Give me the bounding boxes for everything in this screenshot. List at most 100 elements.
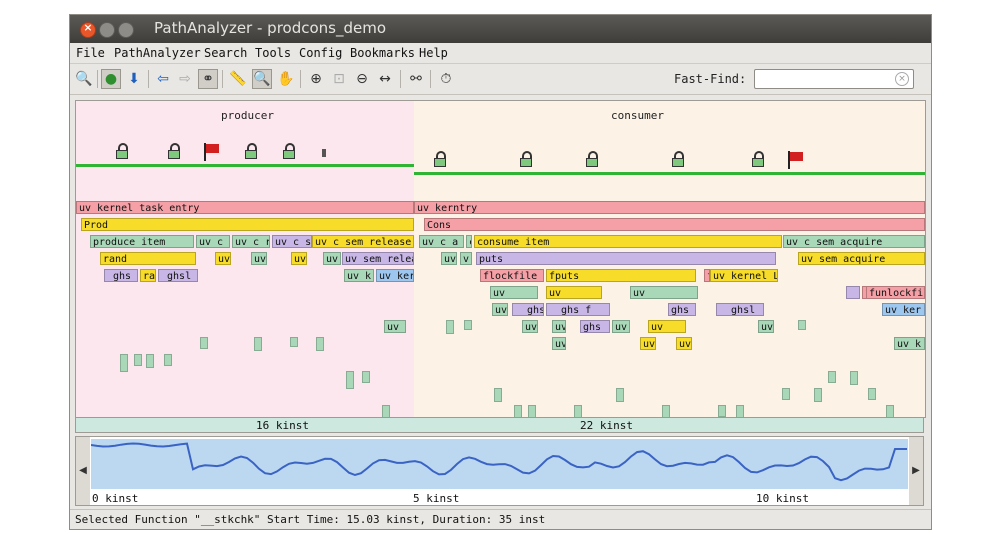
function-bar[interactable]: __ghsl [716,303,764,316]
zoom-box-icon[interactable]: ⊡ [333,71,345,87]
lock-icon[interactable] [672,151,684,167]
call-stub[interactable] [464,320,472,330]
zoom-to-fit-icon[interactable]: 🔍 [75,71,93,87]
lock-icon[interactable] [116,143,128,159]
call-stub[interactable] [574,405,582,417]
function-bar[interactable]: _ghs [104,269,138,282]
call-stub[interactable] [850,371,858,385]
function-bar[interactable]: funlockfile [704,269,710,282]
flag-icon[interactable] [788,151,804,169]
call-stub[interactable] [362,371,370,383]
call-stub[interactable] [134,354,142,366]
function-bar[interactable]: uv_c_sem_acquire [783,235,925,248]
back-arrow-icon[interactable]: ⇦ [157,71,169,87]
function-bar[interactable]: uv_c [492,303,508,316]
timeline-view[interactable]: producer consumer uv_kernel_task_entry uv… [75,100,926,418]
function-bar[interactable]: uv [215,252,231,265]
timer-icon[interactable]: ⏱ [440,71,452,87]
function-bar[interactable]: uv [648,320,686,333]
function-bar[interactable]: c [466,235,472,248]
clear-icon[interactable]: × [895,72,909,86]
function-bar[interactable]: uv [490,286,538,299]
function-bar[interactable]: consume_item [474,235,782,248]
overview-panel[interactable]: ◀ ▶ 0 kinst 5 kinst 10 kinst [75,436,924,506]
call-stub[interactable] [200,337,208,349]
zoom-out-icon[interactable]: ⊖ [356,71,368,87]
call-stub[interactable] [146,354,154,368]
menu-config[interactable]: Config [299,46,343,60]
function-bar[interactable]: ra [140,269,156,282]
maximize-button[interactable] [118,22,134,38]
function-bar[interactable]: uv [552,320,566,333]
event-marker[interactable] [322,149,326,157]
minimize-button[interactable] [99,22,115,38]
ruler-icon[interactable]: 📏 [229,71,247,87]
call-stub[interactable] [736,405,744,417]
function-bar[interactable]: Cons [424,218,925,231]
lock-icon[interactable] [752,151,764,167]
call-stub[interactable] [290,337,298,347]
function-bar[interactable]: uv [291,252,307,265]
function-bar[interactable]: puts [476,252,776,265]
function-bar[interactable]: uv_c_s [272,235,312,248]
flag-icon[interactable] [204,143,220,161]
function-bar[interactable]: uv_ker [882,303,925,316]
function-bar[interactable]: uv_c_r [232,235,270,248]
function-bar[interactable]: __ghs [512,303,544,316]
binoculars-icon[interactable]: ⚯ [410,71,422,87]
function-bar[interactable]: uv [552,337,566,350]
function-bar[interactable]: uv_k [344,269,374,282]
call-stub[interactable] [316,337,324,351]
call-stub[interactable] [616,388,624,402]
call-stub[interactable] [164,354,172,366]
call-stub[interactable] [254,337,262,351]
call-stub[interactable] [446,320,454,334]
call-stub[interactable] [382,405,390,417]
call-stub[interactable] [718,405,726,417]
function-bar[interactable]: __ghs_f [546,303,610,316]
scroll-left-icon[interactable]: ◀ [76,437,90,505]
function-bar[interactable]: flockfile [480,269,544,282]
function-bar[interactable]: _ghsl [158,269,198,282]
function-bar[interactable]: uv [522,320,538,333]
fast-find-input[interactable]: × [754,69,914,89]
down-arrow-icon[interactable]: ⬇ [128,71,140,87]
call-stub[interactable] [494,388,502,402]
function-bar[interactable]: ghs_f [668,303,696,316]
call-stub[interactable] [782,388,790,400]
lock-icon[interactable] [586,151,598,167]
lock-icon[interactable] [283,143,295,159]
menu-file[interactable]: File [76,46,105,60]
function-bar[interactable]: rand [100,252,196,265]
function-bar[interactable]: uv_ker [376,269,414,282]
menu-tools[interactable]: Tools [255,46,292,60]
function-bar[interactable]: uv [251,252,267,265]
function-bar[interactable]: produce_item [90,235,194,248]
function-bar[interactable]: uv_k [894,337,925,350]
function-bar[interactable]: uv_kernel_task_entry [76,201,414,214]
call-stub[interactable] [120,354,128,372]
function-bar[interactable]: uv_c_ [196,235,230,248]
function-bar[interactable]: uv_c_sem_release [312,235,414,248]
function-bar[interactable]: uv [612,320,630,333]
close-button[interactable]: × [80,21,96,38]
menu-search[interactable]: Search [204,46,248,60]
function-bar[interactable]: funlockfil [866,286,925,299]
function-bar[interactable]: v [460,252,472,265]
function-bar[interactable]: uv_c [384,320,406,333]
select-zoom-icon[interactable]: 🔍 [252,69,272,89]
forward-arrow-icon[interactable]: ⇨ [179,71,191,87]
function-bar[interactable]: uv_kernel_LR_task [710,269,778,282]
function-bar[interactable]: uv_ [758,320,774,333]
function-bar[interactable]: uv [630,286,698,299]
call-stub[interactable] [828,371,836,383]
function-bar[interactable]: uv [546,286,602,299]
function-bar[interactable]: uv [640,337,656,350]
lock-icon[interactable] [434,151,446,167]
menu-pathanalyzer[interactable]: PathAnalyzer [114,46,201,60]
call-stub[interactable] [868,388,876,400]
call-stub[interactable] [886,405,894,417]
function-bar[interactable]: uv_kerntry [414,201,925,214]
call-stub[interactable] [528,405,536,417]
function-bar[interactable]: uv_sem_release [342,252,414,265]
